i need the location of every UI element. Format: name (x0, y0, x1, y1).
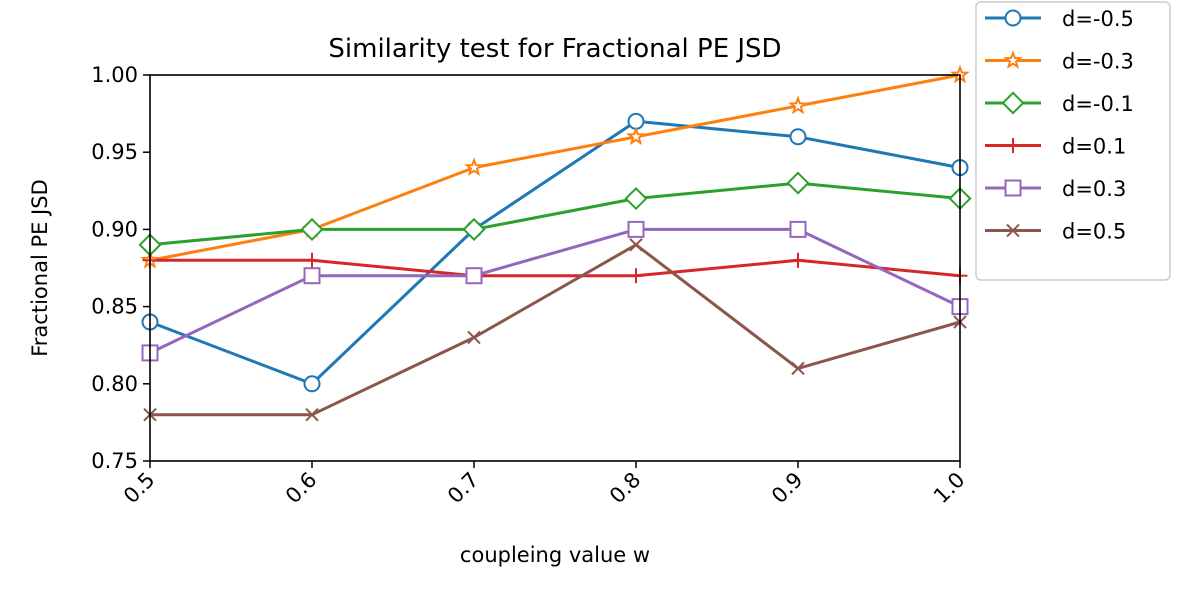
x-tick-label: 0.6 (281, 468, 322, 509)
data-point (627, 220, 645, 238)
x-tick-label: 1.0 (929, 468, 970, 509)
x-tick-label: 0.7 (443, 468, 484, 509)
y-axis: 0.75 0.80 0.85 0.90 0.95 1.00 (91, 63, 150, 473)
series-line-2 (149, 181, 961, 247)
plot-frame (149, 74, 961, 462)
y-tick-label: 0.80 (91, 372, 138, 396)
legend-frame (975, 1, 1171, 281)
series-layer (149, 74, 961, 417)
legend-item: d=0.5 (985, 220, 1126, 244)
legend-item: d=-0.1 (985, 91, 1134, 116)
legend-item: d=-0.5 (985, 7, 1134, 31)
data-point (788, 95, 808, 115)
series-line-0 (149, 119, 961, 386)
data-point (462, 217, 486, 241)
legend-label: d=-0.1 (1062, 92, 1134, 116)
data-point (628, 268, 644, 284)
x-tick-label: 0.8 (605, 468, 646, 509)
legend-label: d=0.5 (1062, 220, 1126, 244)
data-point (791, 361, 805, 376)
y-axis-label: Fractional PE JSD (28, 179, 52, 357)
x-axis-label: coupleing value w (460, 543, 650, 567)
y-tick-label: 0.85 (91, 295, 138, 319)
x-tick-label: 0.9 (767, 468, 808, 509)
data-point (300, 217, 324, 241)
chart-title: Similarity test for Fractional PE JSD (328, 34, 781, 64)
legend-label: d=0.3 (1062, 177, 1126, 201)
data-point (465, 267, 483, 285)
data-point (303, 375, 321, 393)
y-tick-label: 1.00 (91, 63, 138, 87)
legend-marker (1001, 91, 1025, 115)
legend-marker (1003, 50, 1023, 69)
legend-marker (1006, 223, 1020, 238)
legend-marker (1005, 138, 1021, 153)
data-point (303, 267, 321, 285)
series-line-4 (149, 227, 961, 355)
legend-marker (1004, 9, 1022, 27)
series-line-3 (150, 258, 961, 278)
data-point (626, 126, 646, 146)
legend-label: d=-0.5 (1062, 7, 1134, 31)
series-line-1 (149, 74, 961, 262)
data-point (629, 238, 643, 252)
legend-item: d=0.1 (985, 135, 1126, 159)
legend-item: d=0.3 (985, 177, 1126, 201)
data-point (305, 407, 319, 422)
legend-item: d=-0.3 (985, 50, 1134, 74)
data-point (789, 128, 807, 146)
legend-label: d=0.1 (1062, 135, 1126, 159)
data-point (624, 186, 648, 211)
legend-marker (1004, 179, 1022, 197)
x-axis: 0.5 0.6 0.7 0.8 0.9 1.0 (119, 461, 970, 508)
data-point (467, 330, 481, 345)
data-point (789, 220, 807, 238)
y-tick-label: 0.95 (91, 140, 138, 164)
legend: d=-0.5 d=-0.3 d=-0.1 d=0.1 d=0.3 d=0.5 (975, 1, 1171, 281)
y-tick-label: 0.75 (91, 449, 138, 473)
data-point (790, 252, 806, 268)
y-tick-label: 0.90 (91, 217, 138, 241)
x-tick-label: 0.5 (119, 468, 160, 509)
legend-label: d=-0.3 (1062, 50, 1134, 74)
data-point (304, 252, 320, 268)
data-point (786, 171, 810, 195)
series-line-5 (150, 243, 961, 417)
marker-layer (138, 64, 972, 422)
data-point (464, 157, 484, 177)
